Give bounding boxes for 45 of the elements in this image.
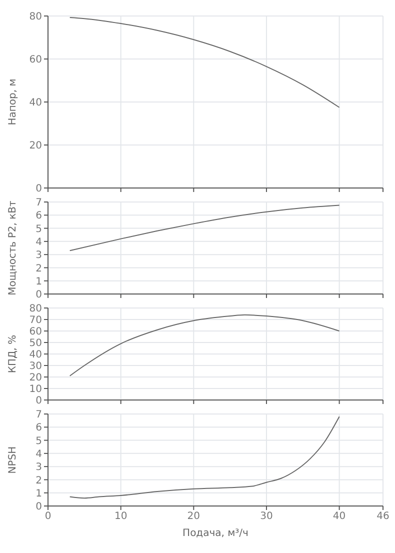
line-series bbox=[69, 314, 340, 376]
y-axis-title: КПД, % bbox=[8, 334, 19, 374]
y-tick-label: 7 bbox=[36, 198, 42, 209]
y-tick-label: 10 bbox=[29, 384, 42, 396]
y-tick-label: 80 bbox=[29, 12, 42, 23]
y-tick-label: 0 bbox=[36, 184, 42, 195]
x-axis-title: Подача, м³/ч bbox=[182, 528, 248, 539]
y-tick-label: 20 bbox=[29, 140, 42, 152]
y-axis-title: Напор, м bbox=[8, 78, 19, 126]
line-series bbox=[69, 204, 340, 252]
line-series bbox=[69, 416, 340, 499]
x-tick-label: 40 bbox=[332, 511, 346, 522]
y-tick-label: 7 bbox=[36, 410, 42, 421]
y-tick-label: 70 bbox=[29, 315, 42, 326]
y-tick-label: 1 bbox=[36, 488, 42, 500]
y-tick-label: 1 bbox=[36, 276, 42, 288]
x-tick-label: 0 bbox=[44, 511, 52, 522]
y-tick-label: 40 bbox=[29, 98, 42, 109]
y-tick-label: 4 bbox=[36, 236, 42, 248]
y-tick-label: 0 bbox=[36, 396, 42, 407]
y-tick-label: 3 bbox=[36, 250, 42, 262]
y-tick-label: 6 bbox=[36, 210, 42, 222]
y-tick-label: 50 bbox=[29, 338, 42, 350]
y-tick-label: 0 bbox=[36, 290, 42, 301]
y-tick-label: 3 bbox=[36, 462, 42, 474]
y-tick-label: 20 bbox=[29, 372, 42, 384]
x-tick-label: 10 bbox=[114, 511, 128, 522]
y-tick-label: 30 bbox=[29, 361, 42, 372]
x-tick-label: 20 bbox=[187, 511, 200, 522]
y-tick-label: 80 bbox=[29, 304, 42, 315]
y-tick-label: 6 bbox=[36, 422, 42, 434]
y-tick-label: 5 bbox=[36, 224, 42, 235]
line-series bbox=[69, 17, 340, 108]
y-tick-label: 60 bbox=[29, 54, 42, 66]
x-tick-label: 30 bbox=[260, 511, 273, 522]
y-tick-label: 2 bbox=[36, 475, 42, 486]
y-tick-label: 40 bbox=[29, 350, 42, 361]
x-tick-label: 46 bbox=[376, 511, 390, 522]
y-tick-label: 5 bbox=[36, 436, 42, 447]
y-tick-label: 2 bbox=[36, 263, 42, 274]
y-tick-label: 60 bbox=[29, 326, 42, 338]
y-axis-title: NPSH bbox=[8, 446, 19, 474]
y-tick-label: 0 bbox=[36, 502, 42, 513]
y-axis-title: Мощность P2, кВт bbox=[8, 200, 19, 296]
y-tick-label: 4 bbox=[36, 448, 42, 460]
